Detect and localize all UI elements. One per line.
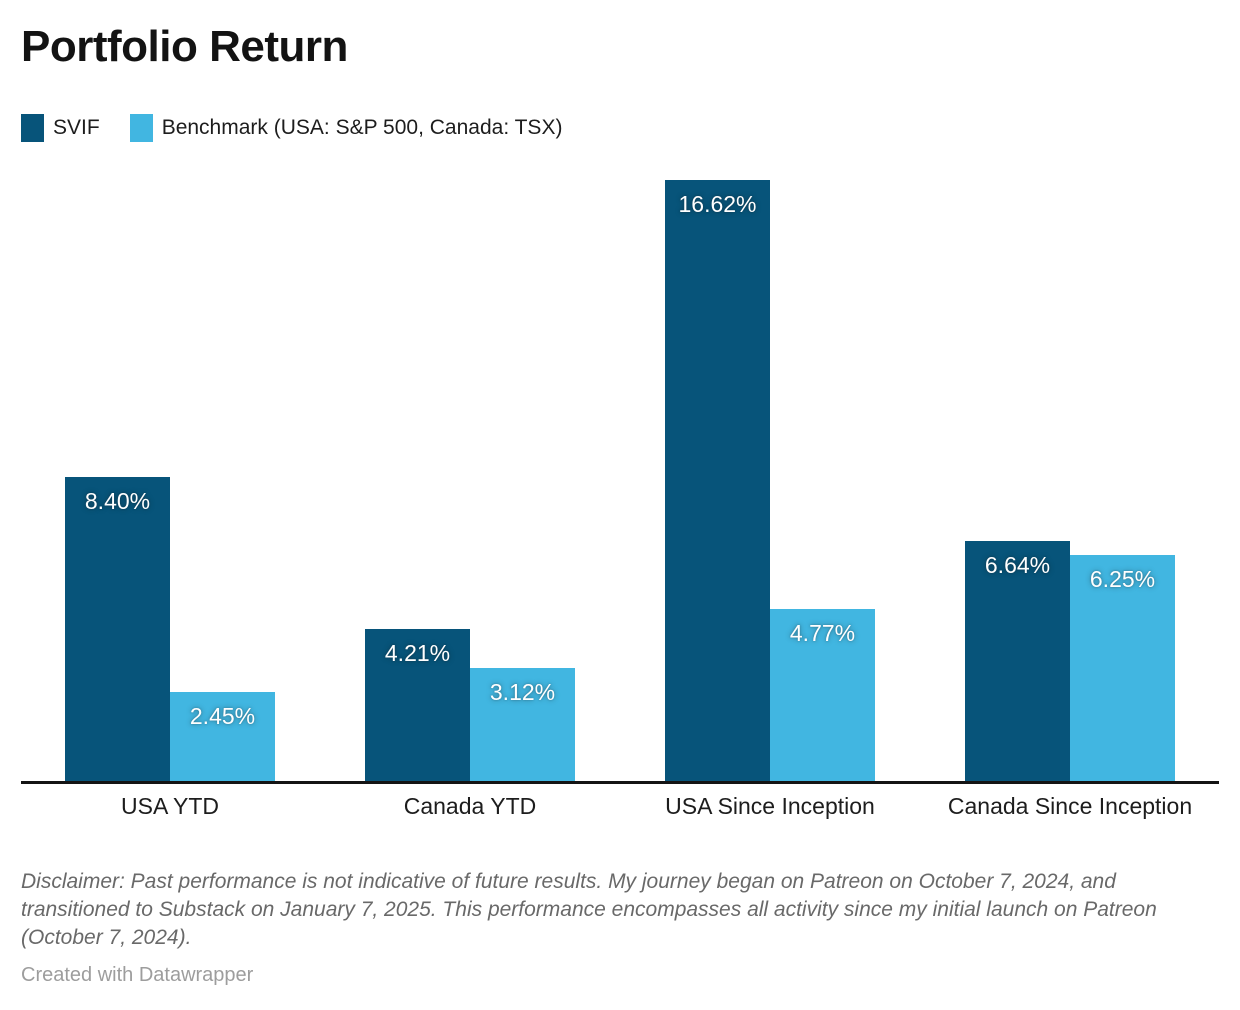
bar-svif-usa-since-inception: 16.62% — [665, 180, 770, 781]
legend: SVIF Benchmark (USA: S&P 500, Canada: TS… — [21, 114, 1219, 142]
bar-value-label: 6.64% — [984, 552, 1051, 578]
datawrapper-attribution: Created with Datawrapper — [21, 964, 254, 986]
bar-svif-usa-ytd: 8.40% — [65, 477, 170, 781]
bar-value-label: 8.40% — [84, 488, 151, 514]
bar-value-label: 4.77% — [789, 620, 856, 646]
bar-svif-canada-since-inception: 6.64% — [965, 541, 1070, 781]
legend-item-benchmark: Benchmark (USA: S&P 500, Canada: TSX) — [129, 114, 563, 142]
plot-area: 8.40% 2.45% 4.21% 3.12% 16.62% 4.77% 6.64% 6.25… — [21, 164, 1219, 784]
bar-value-label: 6.25% — [1089, 566, 1156, 592]
bar-benchmark-usa-since-inception: 4.77% — [770, 609, 875, 781]
x-axis-label-canada-since-inception: Canada Since Inception — [947, 793, 1193, 819]
x-axis-line — [21, 781, 1219, 784]
x-axis-label-canada-ytd: Canada YTD — [403, 793, 537, 819]
bar-value-label: 16.62% — [678, 191, 757, 217]
legend-label-svif: SVIF — [53, 116, 100, 139]
bar-benchmark-usa-ytd: 2.45% — [170, 692, 275, 781]
bar-benchmark-canada-ytd: 3.12% — [470, 668, 575, 781]
legend-label-benchmark: Benchmark (USA: S&P 500, Canada: TSX) — [161, 116, 563, 139]
bar-value-label: 4.21% — [384, 640, 451, 666]
bar-value-label: 3.12% — [489, 679, 556, 705]
bar-value-label: 2.45% — [189, 703, 256, 729]
bar-svif-canada-ytd: 4.21% — [365, 629, 470, 781]
x-axis-label-usa-ytd: USA YTD — [121, 793, 219, 819]
legend-item-svif: SVIF — [21, 114, 100, 142]
legend-swatch-svif — [21, 114, 44, 142]
bar-benchmark-canada-since-inception: 6.25% — [1070, 555, 1175, 781]
disclaimer-text: Disclaimer: Past performance is not indi… — [21, 870, 1157, 949]
x-axis-labels: USA YTD Canada YTD USA Since Inception Cana… — [21, 784, 1219, 828]
legend-swatch-benchmark — [129, 114, 153, 142]
page-title: Portfolio Return — [21, 22, 348, 71]
x-axis-label-usa-since-inception: USA Since Inception — [665, 793, 875, 819]
